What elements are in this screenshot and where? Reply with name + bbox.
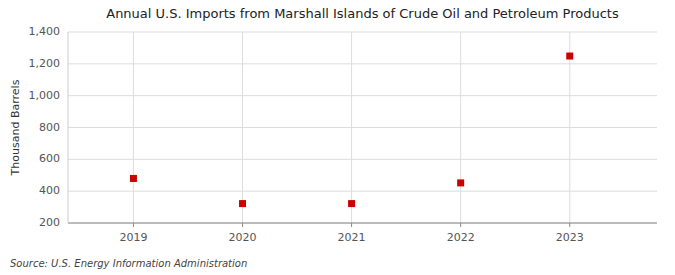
x-tick <box>569 223 570 227</box>
axes: 200 400 600 800 1,000 1,200 1,400 2019 2020 2021 2… <box>29 25 658 244</box>
y-grid-line <box>68 159 657 160</box>
x-tick <box>460 223 461 227</box>
y-tick-label: 1,200 <box>29 57 61 70</box>
y-tick-label: 800 <box>39 121 60 134</box>
source-note: Source: U.S. Energy Information Administ… <box>10 258 247 269</box>
x-tick <box>242 223 243 227</box>
y-grid-line <box>68 191 657 192</box>
y-tick-label: 1,400 <box>29 25 61 38</box>
point <box>239 200 246 207</box>
x-tick-label: 2019 <box>119 231 147 244</box>
point <box>566 53 573 60</box>
x-tick <box>351 223 352 227</box>
x-grid-line <box>569 32 570 223</box>
y-grid-line <box>68 63 657 64</box>
grid <box>68 32 657 223</box>
y-grid-line <box>68 32 657 33</box>
y-grid-line <box>68 127 657 128</box>
y-tick-label: 1,000 <box>29 89 61 102</box>
x-tick-label: 2020 <box>229 231 257 244</box>
x-grid-line <box>242 32 243 223</box>
y-axis-line <box>68 32 69 223</box>
x-tick-label: 2022 <box>447 231 475 244</box>
x-grid-line <box>351 32 352 223</box>
y-tick-label: 400 <box>39 184 60 197</box>
point <box>130 175 137 182</box>
points <box>130 53 573 208</box>
x-tick <box>133 223 134 227</box>
y-grid-line <box>68 223 657 224</box>
x-axis-line <box>68 223 657 224</box>
title: Annual U.S. Imports from Marshall Island… <box>106 6 619 21</box>
x-tick-label: 2023 <box>556 231 584 244</box>
chart: 200 400 600 800 1,000 1,200 1,400 2019 2020 2021 2… <box>0 0 675 275</box>
point <box>348 200 355 207</box>
x-grid-line <box>460 32 461 223</box>
y-tick-label: 200 <box>39 216 60 229</box>
y-grid-line <box>68 95 657 96</box>
point <box>457 179 464 186</box>
y-tick-label: 600 <box>39 152 60 165</box>
x-tick-label: 2021 <box>338 231 366 244</box>
y-axis-label: Thousand Barrels <box>9 79 22 176</box>
x-grid-line <box>133 32 134 223</box>
